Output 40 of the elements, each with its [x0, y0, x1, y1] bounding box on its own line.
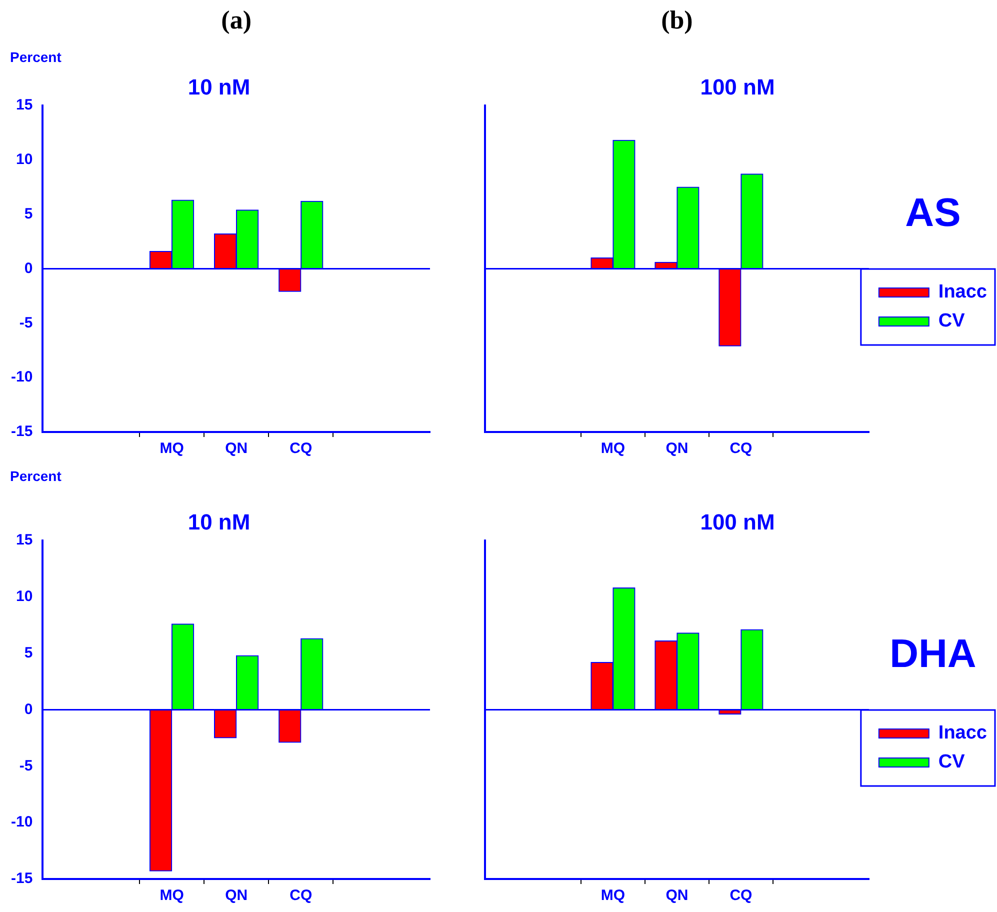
- y-tick-label: 15: [16, 96, 33, 114]
- y-tick-label: 10: [16, 588, 33, 605]
- legend-title: AS: [905, 191, 961, 236]
- y-tick-label: 10: [16, 150, 33, 168]
- chart-title: 10 nM: [188, 74, 250, 100]
- chart-title: 10 nM: [188, 509, 250, 534]
- y-axis-title: Percent: [10, 468, 62, 484]
- y-tick-label: -5: [19, 314, 33, 332]
- x-tick-label: QN: [666, 440, 688, 458]
- x-tick-label: QN: [666, 887, 688, 904]
- chart-title: 100 nM: [700, 509, 775, 534]
- x-tick-label: MQ: [160, 887, 184, 904]
- x-tick-label: QN: [225, 887, 248, 904]
- x-tick-label: QN: [225, 440, 248, 458]
- x-tick-label: MQ: [600, 887, 626, 904]
- legend-label: CV: [938, 310, 966, 332]
- legend-label: Inacc: [938, 282, 988, 303]
- x-tick-label: CQ: [730, 440, 753, 458]
- y-axis-title: Percent: [10, 48, 62, 65]
- legend-title: DHA: [890, 632, 976, 676]
- text: (a): [221, 6, 252, 35]
- y-tick-label: -10: [10, 368, 33, 386]
- x-tick-label: CQ: [290, 440, 312, 458]
- y-tick-label: -15: [10, 423, 33, 440]
- chart-title: 100 nM: [700, 74, 775, 100]
- x-tick-label: MQ: [160, 440, 184, 458]
- y-tick-label: -5: [19, 757, 33, 774]
- y-tick-label: -10: [10, 814, 33, 831]
- text: (b): [661, 6, 693, 35]
- y-tick-label: 5: [24, 205, 33, 222]
- y-tick-label: 0: [24, 260, 33, 277]
- legend-label: Inacc: [938, 722, 988, 744]
- y-tick-label: 15: [16, 532, 33, 549]
- x-tick-label: CQ: [290, 887, 312, 904]
- y-tick-label: -15: [10, 870, 33, 888]
- legend-label: CV: [938, 752, 966, 773]
- y-tick-label: 5: [24, 644, 33, 662]
- x-tick-label: CQ: [730, 887, 753, 904]
- x-tick-label: MQ: [600, 440, 626, 458]
- y-tick-label: 0: [24, 700, 33, 718]
